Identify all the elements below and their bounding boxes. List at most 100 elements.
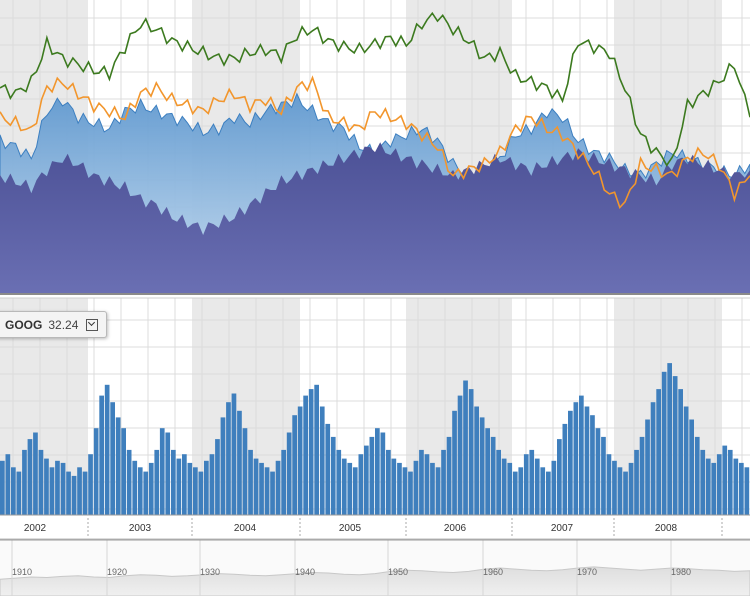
navigator-tick-label: 1910: [12, 567, 32, 577]
volume-bar: [204, 460, 209, 516]
volume-bar: [584, 406, 590, 515]
volume-bar: [171, 449, 176, 515]
volume-bar: [601, 436, 606, 515]
volume-bar: [501, 458, 507, 515]
series-line-orange_line: [0, 75, 750, 210]
volume-bar: [159, 428, 165, 515]
volume-bar: [88, 454, 93, 515]
volume-bar: [700, 449, 706, 515]
volume-bar: [733, 458, 739, 515]
volume-bar: [551, 460, 557, 516]
volume-bar: [115, 417, 121, 515]
date-axis-bg: [0, 515, 750, 540]
volume-bar: [557, 439, 562, 515]
volume-bar: [518, 467, 524, 515]
x-tick-label: 2005: [339, 523, 362, 534]
navigator-tick-label: 1940: [295, 567, 315, 577]
volume-bar: [364, 445, 369, 515]
navigator-tick-label: 1950: [388, 567, 408, 577]
volume-bar: [402, 467, 408, 515]
volume-bar: [330, 436, 336, 515]
volume-bar: [16, 471, 22, 515]
volume-bar: [319, 406, 325, 515]
volume-bar: [49, 467, 55, 515]
volume-bar: [60, 462, 66, 515]
volume-bar: [375, 428, 380, 515]
volume-bar: [694, 436, 700, 515]
volume-bar: [22, 449, 27, 515]
volume-bar: [220, 417, 226, 515]
volume-bar: [99, 395, 104, 515]
volume-bar: [678, 389, 683, 515]
volume-bar: [408, 471, 413, 515]
volume-bar: [325, 423, 331, 515]
volume-bar: [242, 428, 248, 515]
legend-symbol: GOOG: [5, 317, 43, 332]
volume-bar: [568, 410, 573, 515]
volume-bar: [534, 458, 540, 515]
volume-bar: [716, 454, 722, 515]
volume-bar: [369, 436, 375, 515]
volume-bar: [645, 419, 650, 515]
volume-bar: [93, 428, 99, 515]
volume-bar: [286, 432, 292, 515]
volume-bar: [5, 454, 11, 515]
volume-bar: [496, 449, 501, 515]
volume-bar: [595, 428, 601, 515]
legend-dropdown-icon[interactable]: [86, 318, 99, 331]
navigator-tick-label: 1980: [671, 567, 691, 577]
volume-bar: [617, 467, 623, 515]
volume-bar: [154, 449, 160, 515]
volume-bar: [215, 439, 220, 515]
volume-bar: [485, 428, 490, 515]
volume-bar: [529, 449, 535, 515]
volume-bar: [512, 471, 518, 515]
volume-bar: [110, 402, 115, 515]
volume-bar: [165, 432, 171, 515]
volume-bar: [55, 460, 60, 516]
volume-bar: [264, 467, 270, 515]
legend-value: 32.24: [48, 317, 79, 332]
volume-bar: [722, 445, 728, 515]
volume-bar: [137, 467, 143, 515]
volume-bar: [231, 393, 237, 515]
series-legend[interactable]: GOOG 32.24: [0, 311, 108, 338]
volume-bar: [523, 454, 529, 515]
volume-bar: [639, 436, 645, 515]
volume-bar: [490, 436, 496, 515]
volume-bar: [237, 410, 242, 515]
series-line-green_line: [0, 11, 750, 167]
volume-bar: [623, 471, 628, 515]
volume-bar: [275, 460, 281, 516]
volume-bar: [430, 462, 435, 515]
x-tick-label: 2007: [551, 523, 574, 534]
volume-bar: [347, 462, 353, 515]
volume-bar: [303, 395, 308, 515]
volume-bar: [308, 389, 314, 515]
volume-bar: [546, 471, 551, 515]
volume-bar: [413, 460, 419, 516]
volume-bar: [132, 460, 138, 516]
volume-bar: [336, 449, 342, 515]
volume-bar: [386, 449, 391, 515]
volume-bar: [248, 449, 253, 515]
volume-bar: [176, 458, 182, 515]
volume-bar: [612, 460, 617, 516]
volume-bar: [468, 389, 474, 515]
x-tick-label: 2006: [444, 523, 467, 534]
volume-bar: [82, 471, 88, 515]
volume-bar: [727, 449, 733, 515]
navigator-tick-label: 1960: [483, 567, 503, 577]
volume-bar: [292, 415, 297, 515]
volume-bar: [705, 458, 711, 515]
volume-bar: [182, 454, 187, 515]
volume-bar: [446, 436, 452, 515]
volume-bar: [711, 462, 717, 515]
volume-bar: [579, 395, 584, 515]
volume-bar: [419, 449, 424, 515]
volume-bar: [209, 454, 215, 515]
volume-bar: [667, 363, 672, 515]
volume-bar: [143, 471, 149, 515]
